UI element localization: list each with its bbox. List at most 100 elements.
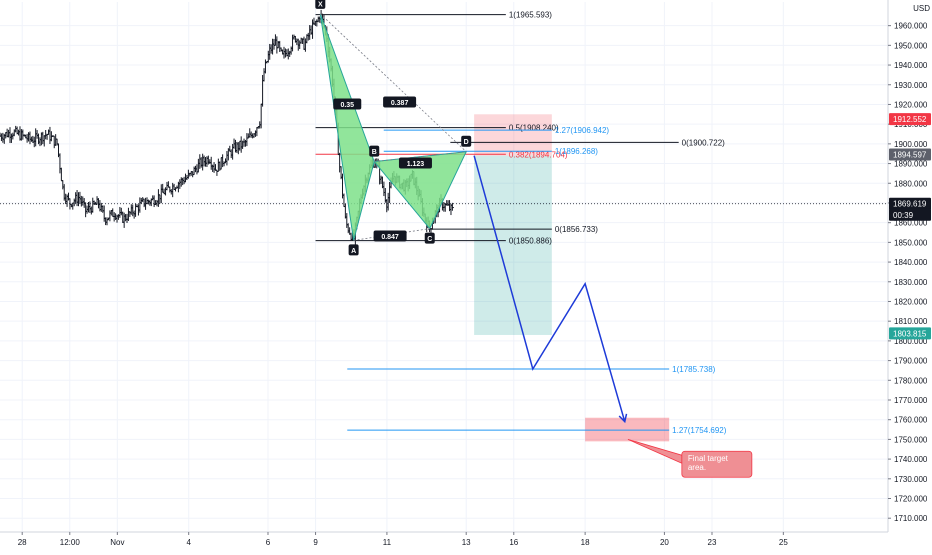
bd-guide bbox=[374, 151, 467, 162]
price-tick-label: 1750.000 bbox=[894, 435, 928, 444]
point-label: X bbox=[318, 1, 323, 8]
price-tag bbox=[889, 208, 931, 221]
time-tick-label: 28 bbox=[18, 538, 27, 547]
price-tag bbox=[889, 113, 931, 126]
price-tick-label: 1840.000 bbox=[894, 258, 928, 267]
price-tick-label: 1730.000 bbox=[894, 475, 928, 484]
time-tick-label: 4 bbox=[186, 538, 191, 547]
ratio-badge bbox=[333, 98, 362, 110]
point-label: B bbox=[372, 149, 377, 156]
ratio-badge bbox=[398, 157, 432, 169]
price-tick-label: 1930.000 bbox=[894, 81, 928, 90]
price-axis-bg bbox=[888, 0, 932, 550]
note-text: Final target bbox=[688, 454, 729, 463]
point-label: D bbox=[464, 139, 469, 146]
ac-guide bbox=[353, 228, 430, 241]
price-tag-label: 1894.597 bbox=[893, 151, 927, 160]
ratio-label: 0.35 bbox=[340, 102, 354, 109]
time-tick-label: 23 bbox=[708, 538, 717, 547]
xd-guide bbox=[320, 13, 467, 153]
time-tick-label: 13 bbox=[462, 538, 471, 547]
time-tick-label: 12:00 bbox=[60, 538, 81, 547]
price-tick-label: 1950.000 bbox=[894, 41, 928, 50]
currency-label: USD bbox=[913, 4, 930, 13]
price-tick-label: 1880.000 bbox=[894, 179, 928, 188]
level-label: 0.382(1894.704) bbox=[509, 150, 568, 159]
price-tag-label: 1869.619 bbox=[893, 200, 927, 209]
price-tick-label: 1820.000 bbox=[894, 297, 928, 306]
time-tick-label: 11 bbox=[383, 538, 392, 547]
point-label: A bbox=[351, 248, 356, 255]
price-tick-label: 1770.000 bbox=[894, 396, 928, 405]
projection-path bbox=[473, 155, 626, 422]
level-label: 1.27(1906.942) bbox=[555, 126, 610, 135]
price-tag bbox=[889, 197, 931, 210]
price-axis[interactable]: USD 1710.000 1720.000 1730.000 1740.000 1750.… bbox=[887, 0, 932, 550]
time-tick-label: Nov bbox=[110, 538, 124, 547]
price-tick-label: 1860.000 bbox=[894, 219, 928, 228]
harmonic-pattern: X A B C D 0.35 0.387 1.123 0.847 bbox=[315, 0, 472, 256]
time-tick-label: 6 bbox=[266, 538, 271, 547]
price-tick-label: 1780.000 bbox=[894, 376, 928, 385]
time-tick-label: 20 bbox=[660, 538, 669, 547]
ratio-label: 0.847 bbox=[381, 234, 399, 241]
price-tick-label: 1920.000 bbox=[894, 100, 928, 109]
price-series bbox=[0, 9, 888, 245]
price-tick-label: 1760.000 bbox=[894, 416, 928, 425]
price-tick-label: 1940.000 bbox=[894, 61, 928, 70]
price-tag bbox=[889, 327, 931, 340]
price-tick-label: 1850.000 bbox=[894, 238, 928, 247]
projection bbox=[473, 155, 628, 424]
fib-levels: 1(1965.593) 0.5(1908.240) 0.382(1894.704) 0… bbox=[315, 11, 727, 435]
price-tick-label: 1810.000 bbox=[894, 317, 928, 326]
time-axis-bg bbox=[0, 532, 888, 550]
time-tick-label: 18 bbox=[581, 538, 590, 547]
price-tick-label: 1790.000 bbox=[894, 357, 928, 366]
point-badge bbox=[315, 0, 326, 9]
point-badge bbox=[461, 135, 472, 147]
price-tick-label: 1900.000 bbox=[894, 140, 928, 149]
grid bbox=[0, 2, 888, 532]
point-label: C bbox=[427, 236, 432, 243]
level-label: 1.27(1754.692) bbox=[672, 426, 727, 435]
note-text: area. bbox=[688, 463, 706, 472]
ratio-badge bbox=[383, 96, 417, 108]
price-tag-label: 1803.815 bbox=[893, 329, 927, 338]
price-tick-label: 1720.000 bbox=[894, 495, 928, 504]
level-label: 0(1900.722) bbox=[682, 138, 725, 147]
xab-triangle bbox=[319, 13, 375, 241]
time-tick-label: 9 bbox=[313, 538, 318, 547]
stop-zone bbox=[474, 114, 552, 156]
time-tick-label: 16 bbox=[509, 538, 518, 547]
note-box bbox=[681, 450, 753, 478]
bcd-triangle bbox=[373, 151, 468, 230]
price-tag-label: 00:39 bbox=[893, 211, 914, 220]
level-label: 0(1850.886) bbox=[509, 237, 552, 246]
level-label: 1(1785.738) bbox=[672, 365, 715, 374]
ratio-badge bbox=[373, 230, 407, 242]
projection-arrowhead bbox=[618, 413, 628, 424]
point-badge bbox=[369, 145, 380, 157]
time-axis[interactable]: 28 12:00 Nov 4 6 9 11 13 16 18 20 23 25 bbox=[0, 531, 888, 550]
point-badge bbox=[424, 232, 435, 244]
price-tick-label: 1960.000 bbox=[894, 22, 928, 31]
level-label: 0(1856.733) bbox=[555, 225, 598, 234]
zones bbox=[474, 114, 670, 442]
note-pointer bbox=[627, 439, 683, 464]
price-tag bbox=[889, 148, 931, 161]
price-tag-label: 1912.552 bbox=[893, 115, 927, 124]
ratio-label: 1.123 bbox=[407, 161, 425, 168]
point-badge bbox=[348, 244, 359, 256]
level-label: 1(1896.268) bbox=[555, 147, 598, 156]
level-label: 1(1965.593) bbox=[509, 11, 552, 20]
ratio-label: 0.387 bbox=[391, 100, 409, 107]
price-tick-label: 1800.000 bbox=[894, 337, 928, 346]
price-tick-label: 1710.000 bbox=[894, 514, 928, 523]
time-tick-label: 25 bbox=[779, 538, 788, 547]
target-zone bbox=[474, 155, 552, 335]
level-label: 0.5(1908.240) bbox=[509, 124, 559, 133]
final-zone bbox=[585, 417, 670, 442]
